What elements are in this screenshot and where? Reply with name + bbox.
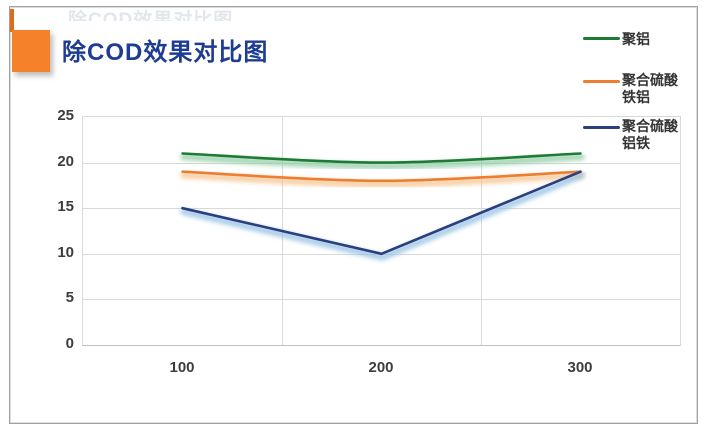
gridline-h-5 xyxy=(83,299,680,301)
series-lines xyxy=(180,152,585,261)
ghost-text: 除COD效果对比图 xyxy=(68,8,328,21)
legend-label-3: 聚合硫酸铝铁 xyxy=(622,118,678,151)
legend-label-2: 聚合硫酸铁铝 xyxy=(622,72,678,105)
y-tick-15: 15 xyxy=(57,198,74,215)
series-glow-2 xyxy=(180,171,585,261)
y-tick-0: 0 xyxy=(65,335,74,352)
x-tick-100: 100 xyxy=(169,359,195,376)
series-line-1 xyxy=(181,170,582,183)
x-tick-300: 300 xyxy=(567,359,593,376)
ghost-text-value: 除COD效果对比图 xyxy=(68,10,234,21)
legend-line-sample-1 xyxy=(583,37,620,40)
gridline-h-15 xyxy=(83,208,680,210)
plot-area xyxy=(82,116,681,346)
orange-accent-square xyxy=(12,30,50,72)
series-line-2 xyxy=(181,170,582,256)
legend-label-1: 聚铝 xyxy=(622,31,650,47)
content-frame: 除COD效果对比图 除COD效果对比图 25 20 15 10 5 0 xyxy=(9,6,698,424)
orange-accent-bar xyxy=(10,9,14,32)
y-tick-10: 10 xyxy=(57,244,74,261)
legend-line-sample-2 xyxy=(583,80,620,83)
series-glow-1 xyxy=(180,171,585,188)
y-tick-25: 25 xyxy=(57,107,74,124)
gridline-v-2 xyxy=(481,117,483,345)
y-tick-5: 5 xyxy=(65,289,74,306)
series-glow-0 xyxy=(180,153,585,170)
chart-title: 除COD效果对比图 xyxy=(62,39,269,66)
series-line-0 xyxy=(181,152,582,164)
x-tick-200: 200 xyxy=(368,359,394,376)
y-tick-20: 20 xyxy=(57,153,74,170)
legend-line-sample-3 xyxy=(583,126,620,129)
